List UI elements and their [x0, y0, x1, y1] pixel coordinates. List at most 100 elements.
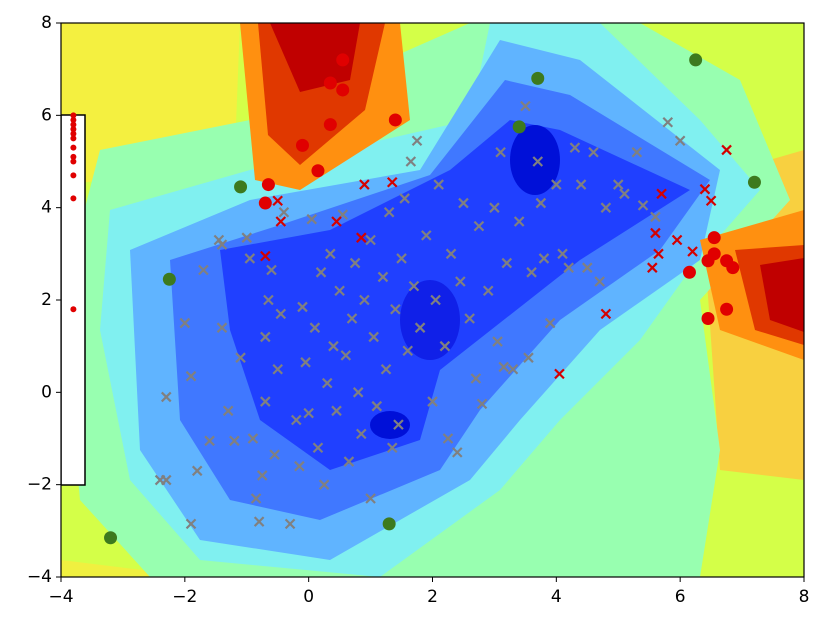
cross-point: [600, 202, 612, 213]
dot-point: [70, 195, 77, 202]
y-tick-label: −2: [27, 475, 52, 495]
dot-point: [311, 164, 325, 178]
inset-box: [61, 114, 86, 486]
x-tick-label: 0: [303, 587, 314, 607]
cross-point: [263, 294, 274, 306]
cross-point: [575, 179, 587, 190]
cross-point: [520, 100, 531, 112]
cross-point: [356, 232, 367, 243]
cross-point: [328, 340, 339, 352]
cross-point: [318, 479, 330, 490]
cross-point: [402, 345, 414, 357]
cross-point: [390, 303, 401, 315]
dot-point: [70, 306, 77, 313]
cross-point: [492, 336, 503, 347]
x-tick-label: 8: [799, 587, 810, 607]
cross-point: [325, 248, 336, 260]
cross-point: [650, 211, 661, 223]
cross-point: [662, 116, 674, 128]
cross-point: [191, 465, 203, 477]
x-tick-label: −4: [48, 587, 73, 607]
cross-point: [269, 449, 280, 460]
cross-point: [619, 188, 630, 200]
dot-point: [295, 138, 309, 152]
cross-point: [160, 474, 172, 486]
cross-point: [229, 435, 240, 447]
cross-point: [377, 271, 389, 283]
cross-point: [260, 250, 271, 262]
cross-point: [637, 200, 649, 211]
dot-point: [70, 144, 77, 151]
cross-point: [612, 179, 624, 190]
cross-point: [300, 357, 311, 368]
cross-point: [554, 368, 565, 380]
dot-point: [701, 254, 715, 268]
y-tick-label: −4: [27, 567, 52, 587]
dot-point: [261, 178, 275, 192]
dot-point: [689, 53, 703, 67]
cross-point: [185, 518, 197, 530]
cross-point: [563, 262, 574, 273]
cross-point: [594, 276, 605, 287]
cross-point: [523, 352, 534, 363]
dot-point: [70, 158, 77, 165]
cross-point: [359, 294, 370, 306]
dot-point: [104, 531, 118, 545]
cross-point: [705, 195, 717, 207]
cross-point: [451, 447, 463, 458]
y-tick-label: 2: [41, 290, 52, 310]
cross-point: [386, 442, 398, 454]
dot-point: [70, 172, 77, 179]
cross-point: [185, 370, 197, 382]
cross-point: [433, 179, 444, 190]
dot-point: [382, 517, 396, 531]
cross-point: [294, 460, 305, 472]
cross-point: [334, 285, 345, 297]
cross-point: [204, 435, 215, 447]
cross-point: [393, 419, 404, 430]
cross-point: [284, 518, 296, 530]
cross-point: [687, 246, 698, 257]
cross-point: [309, 322, 321, 333]
cross-point: [343, 456, 355, 467]
cross-point: [455, 276, 466, 287]
cross-point: [260, 331, 271, 343]
cross-point: [266, 264, 277, 276]
contour-background: [61, 23, 804, 577]
cross-point: [501, 257, 513, 269]
cross-point: [216, 322, 228, 333]
cross-point: [532, 156, 544, 167]
dot-point: [512, 120, 526, 134]
dot-point: [726, 261, 740, 275]
y-tick-label: 0: [41, 382, 52, 402]
cross-point: [250, 493, 262, 504]
cross-point: [198, 264, 209, 276]
cross-point: [315, 267, 327, 278]
cross-point: [513, 216, 525, 227]
dot-point: [720, 302, 734, 316]
cross-point: [291, 414, 302, 426]
cross-point: [331, 216, 342, 227]
cross-point: [278, 207, 290, 218]
cross-point: [569, 142, 581, 153]
dot-point: [162, 272, 176, 286]
cross-point: [346, 313, 358, 324]
cross-point: [371, 400, 383, 412]
cross-point: [588, 146, 599, 158]
cross-point: [489, 202, 500, 213]
cross-point: [241, 232, 253, 243]
cross-point: [244, 253, 256, 264]
x-tick-label: 2: [427, 587, 438, 607]
dot-point: [701, 311, 715, 325]
dot-point: [258, 196, 272, 210]
cross-point: [256, 470, 268, 481]
dot-point: [682, 265, 696, 279]
cross-point: [551, 179, 562, 190]
cross-point: [275, 308, 287, 320]
dot-point: [336, 83, 350, 97]
cross-point: [671, 234, 683, 246]
cross-point: [365, 234, 376, 246]
cross-point: [222, 405, 234, 417]
cross-point: [235, 352, 246, 363]
cross-point: [650, 227, 661, 239]
